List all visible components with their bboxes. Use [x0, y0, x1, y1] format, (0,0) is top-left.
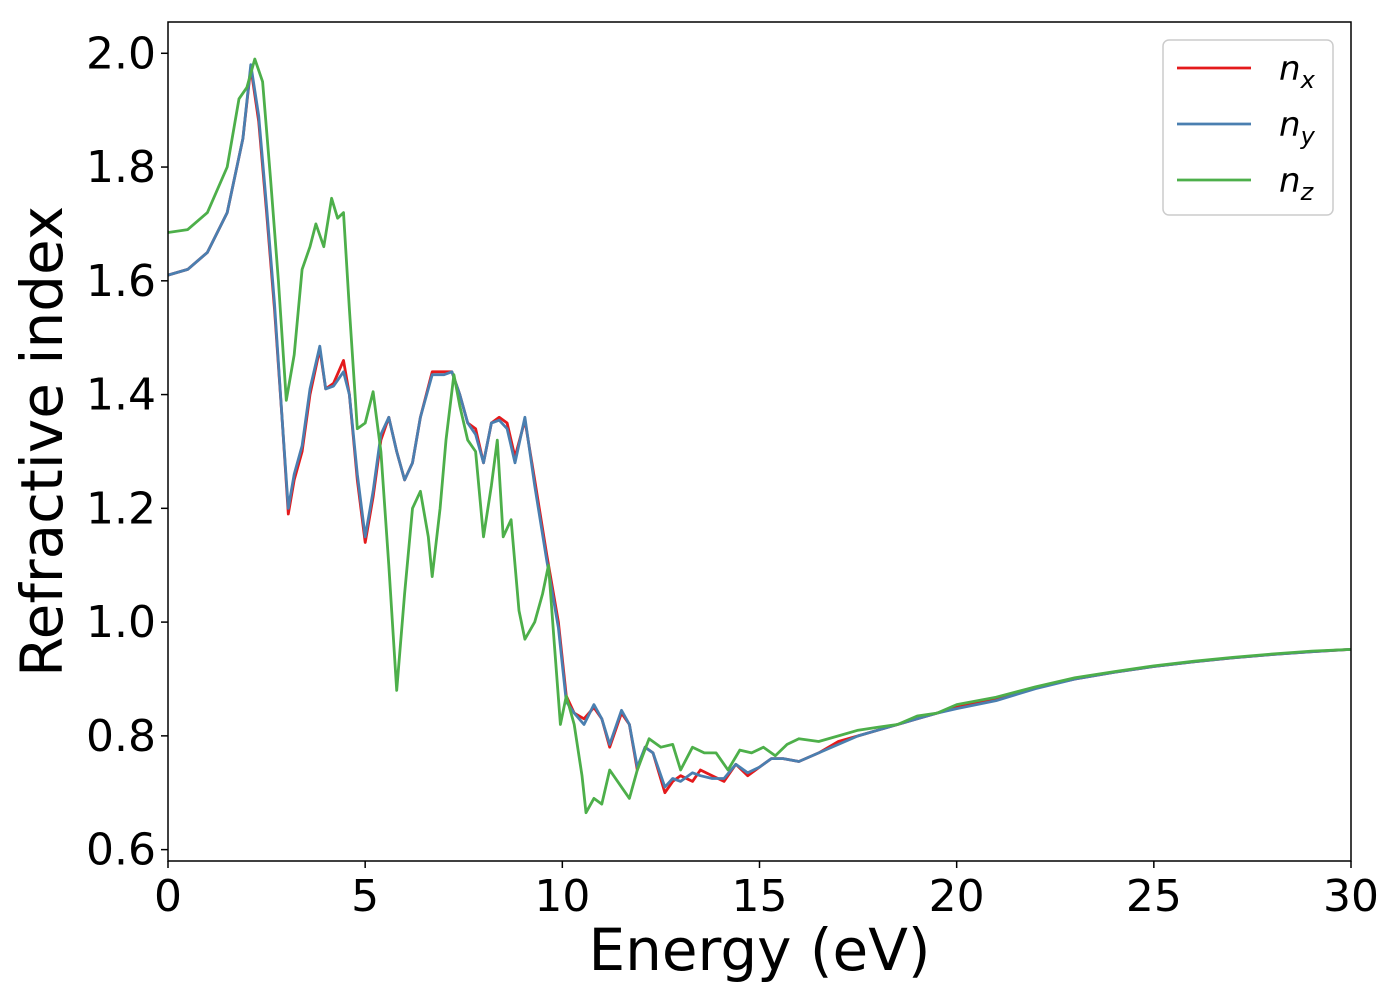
- x-tick-label: 20: [929, 871, 985, 922]
- x-tick-label: 15: [732, 871, 788, 922]
- x-tick-label: 0: [154, 871, 182, 922]
- x-axis-title: Energy (eV): [588, 916, 930, 984]
- y-axis-ticks: 0.6 0.8 1.0 1.2 1.4 1.6 1.8 2.0: [86, 28, 168, 876]
- y-tick-label: 0.8: [86, 711, 156, 762]
- series-line-z: [168, 57, 1351, 815]
- y-tick-label: 1.4: [86, 370, 156, 421]
- y-tick-label: 1.2: [86, 483, 156, 534]
- y-tick-label: 1.6: [86, 256, 156, 307]
- y-tick-label: 1.0: [86, 597, 156, 648]
- y-tick-label: 0.6: [86, 825, 156, 876]
- y-axis-title: Refractive index: [8, 206, 76, 677]
- legend-box: [1162, 39, 1334, 216]
- x-tick-label: 30: [1323, 871, 1379, 922]
- x-axis-ticks: 0 5 10 15 20 25 30: [154, 861, 1379, 922]
- y-tick-label: 2.0: [86, 28, 156, 79]
- series-line-y: [168, 63, 1351, 789]
- x-tick-label: 10: [534, 871, 590, 922]
- series-layer: [168, 57, 1351, 815]
- y-tick-label: 1.8: [86, 142, 156, 193]
- x-tick-label: 25: [1126, 871, 1182, 922]
- x-tick-label: 5: [351, 871, 379, 922]
